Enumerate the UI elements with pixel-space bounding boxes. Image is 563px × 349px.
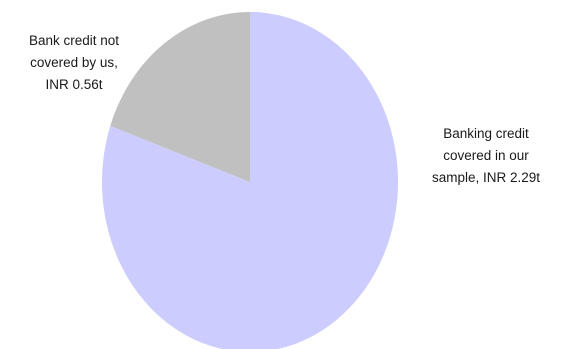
pie-slice-label-1: Bank credit not covered by us, INR 0.56t bbox=[29, 33, 119, 92]
pie-slice-0 bbox=[102, 12, 398, 349]
pie-slice-label-line: covered by us, bbox=[30, 55, 118, 70]
pie-slice-label-line: Banking credit bbox=[443, 126, 529, 141]
pie-slice-label-0: Banking credit covered in our sample, INR … bbox=[432, 126, 540, 185]
pie-slice-1 bbox=[110, 12, 250, 182]
pie-labels: Banking credit covered in our sample, INR … bbox=[29, 33, 540, 185]
pie-slice-label-line: sample, INR 2.29t bbox=[432, 170, 540, 185]
pie-slices bbox=[102, 12, 398, 349]
pie-slice-label-line: Bank credit not bbox=[29, 33, 119, 48]
pie-slice-label-line: INR 0.56t bbox=[45, 77, 102, 92]
pie-slice-label-line: covered in our bbox=[443, 148, 529, 163]
